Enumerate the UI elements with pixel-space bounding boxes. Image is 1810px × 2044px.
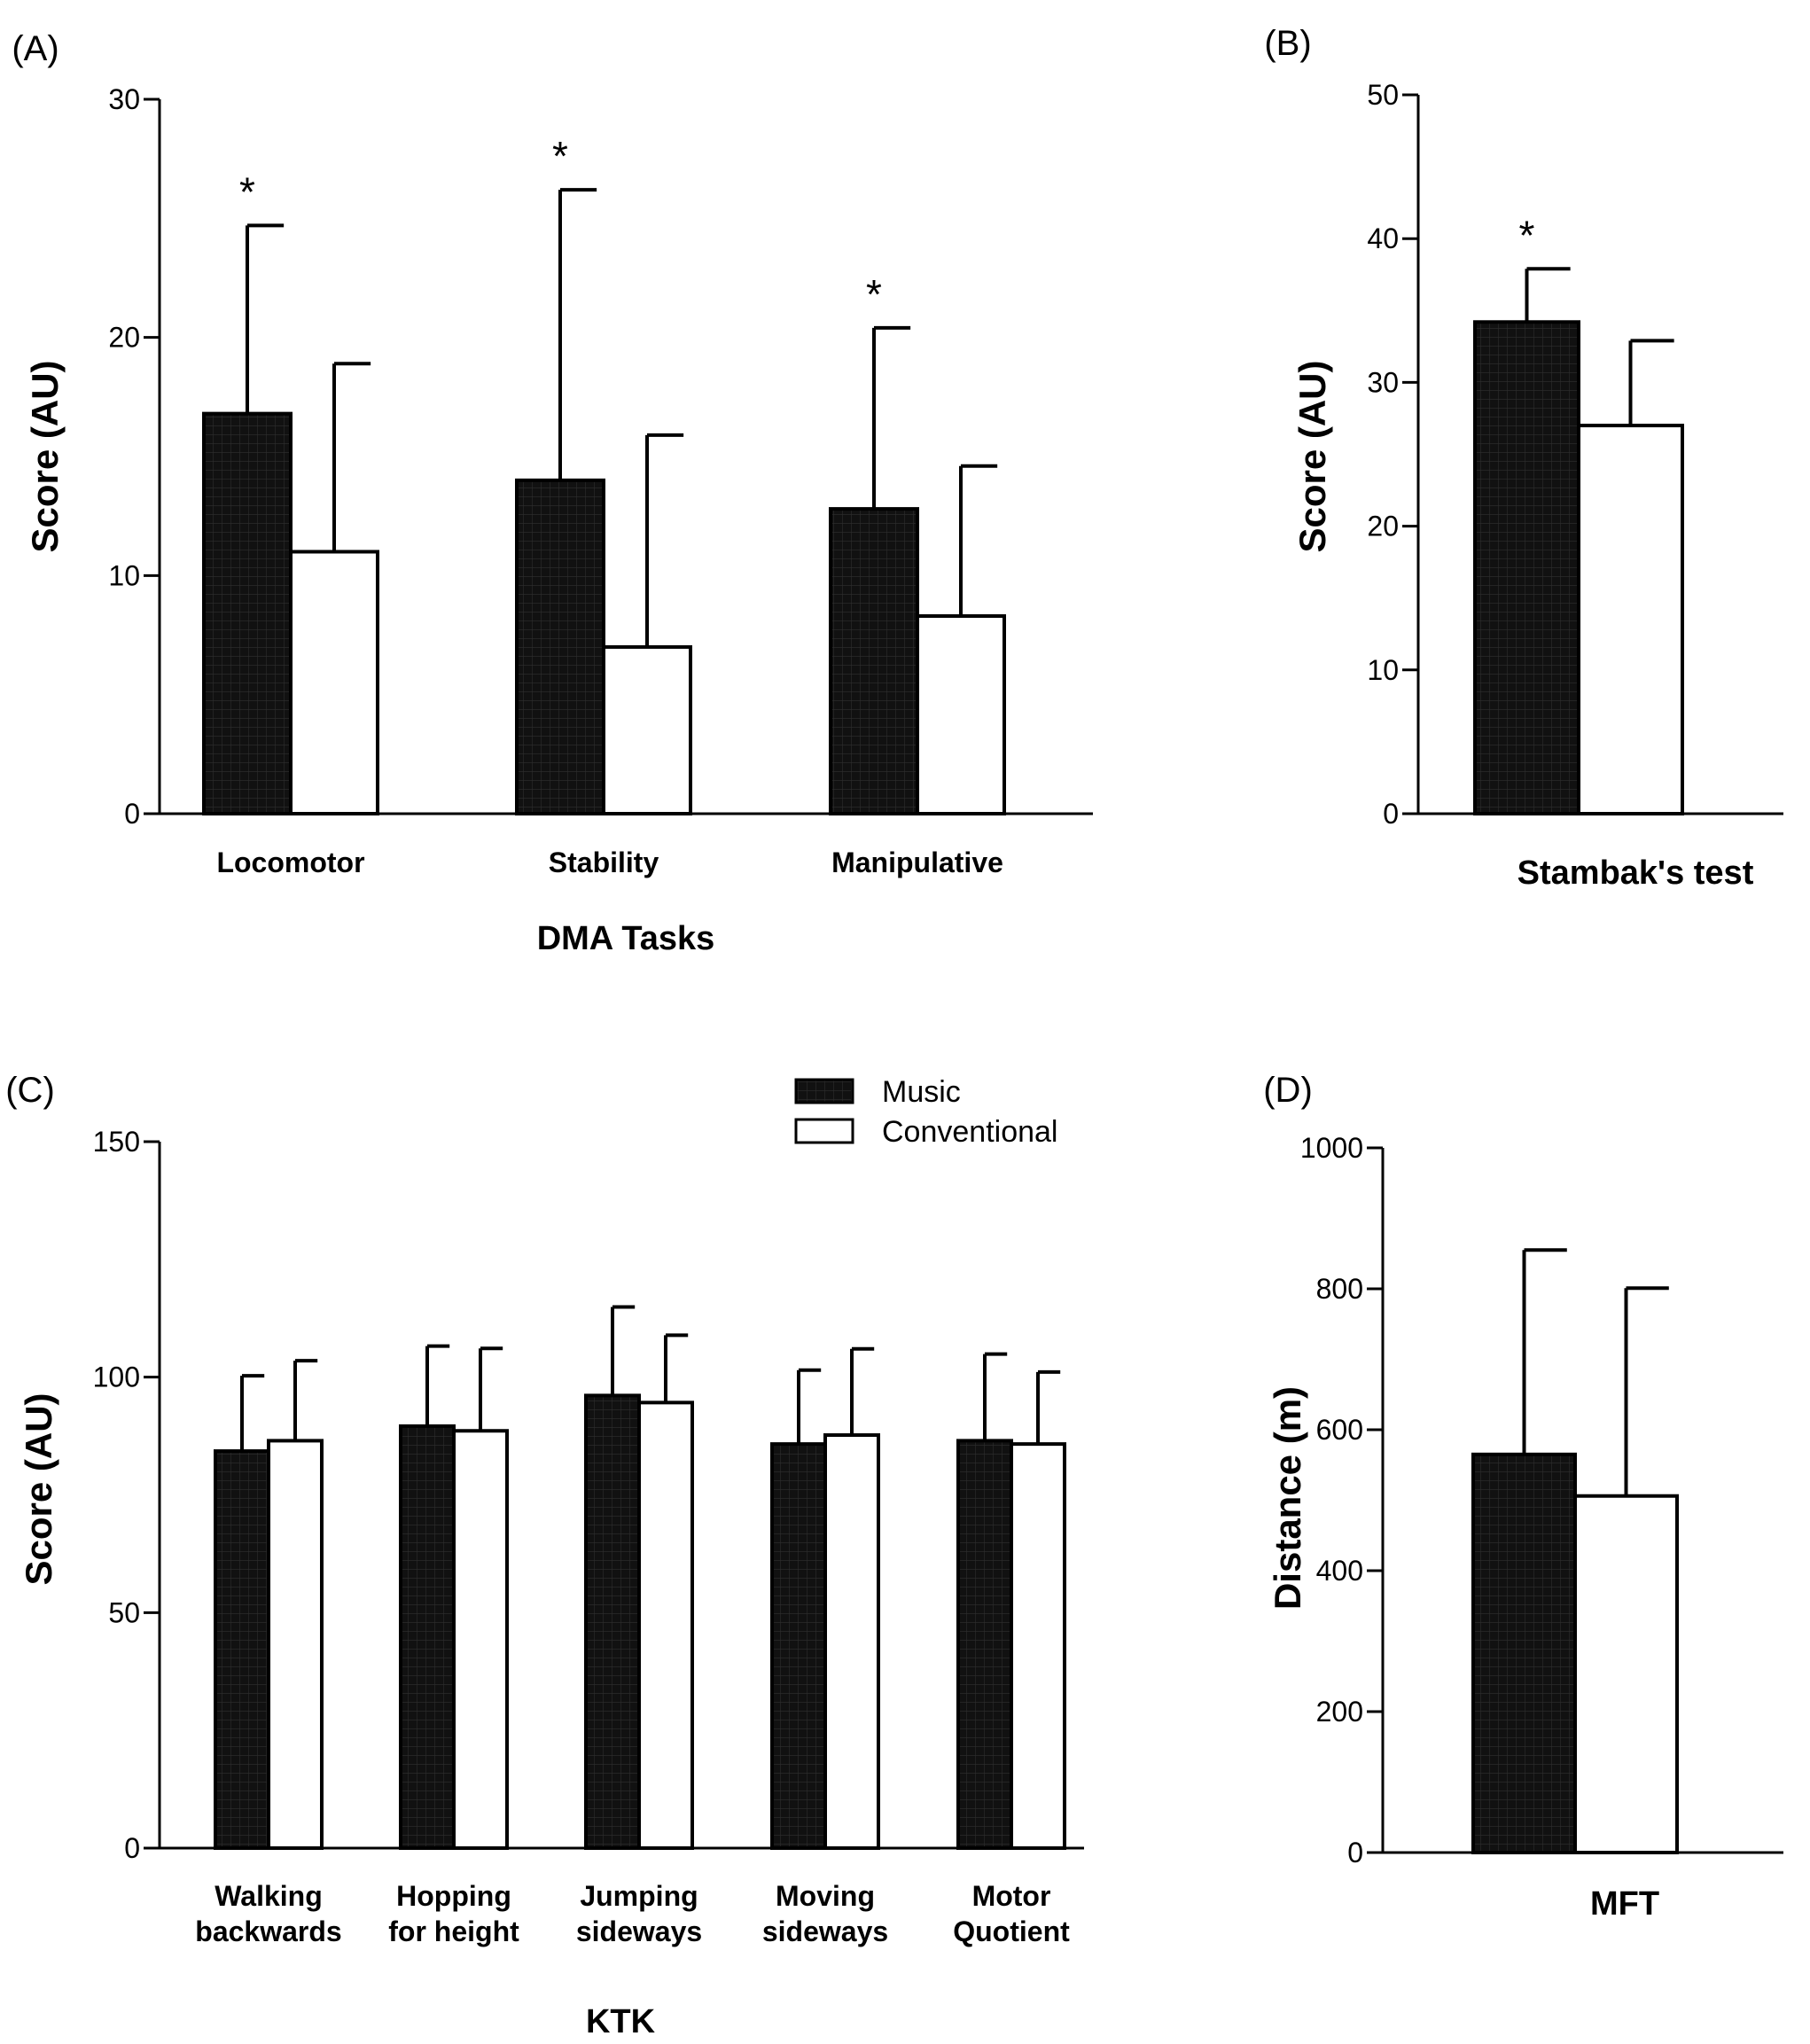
x-axis-title: MFT xyxy=(1590,1885,1659,1923)
significance-star: * xyxy=(239,168,255,215)
bar-conventional xyxy=(823,1433,880,1850)
legend: Music Conventional xyxy=(794,1075,1057,1149)
category-label: Locomotor xyxy=(216,846,364,878)
legend-label-conventional: Conventional xyxy=(882,1115,1057,1149)
category-label: backwards xyxy=(195,1915,341,1947)
y-tick-label: 150 xyxy=(93,1126,140,1158)
y-tick-label: 50 xyxy=(1367,79,1399,111)
panel-label: (B) xyxy=(1264,24,1311,63)
category-label: sideways xyxy=(576,1915,702,1947)
panel-label: (D) xyxy=(1263,1071,1313,1110)
y-tick-label: 40 xyxy=(1367,222,1399,254)
y-tick-label: 30 xyxy=(108,83,140,115)
legend-swatch-music xyxy=(794,1078,854,1104)
bar-conventional xyxy=(1010,1442,1066,1850)
category-label: sideways xyxy=(762,1915,888,1947)
bar-conventional xyxy=(1573,1494,1679,1854)
bar-music xyxy=(202,411,293,815)
y-tick-label: 20 xyxy=(1367,511,1399,542)
bar-music xyxy=(1473,320,1580,815)
bar-music xyxy=(584,1393,641,1850)
x-axis-title: KTK xyxy=(586,2003,656,2040)
bar-music xyxy=(770,1442,827,1850)
y-tick-label: 50 xyxy=(108,1596,140,1628)
y-tick-label: 0 xyxy=(1383,798,1399,830)
category-label: Moving xyxy=(776,1880,875,1912)
chart-panel-3: (C) 0 50 100 150 Score (AU) KTK Walkingbackward… xyxy=(5,1071,1084,2040)
x-axis-title: Stambak's test xyxy=(1517,854,1754,892)
y-tick-label: 10 xyxy=(1367,654,1399,686)
legend-swatch-conventional xyxy=(794,1118,854,1144)
panel-label: (C) xyxy=(5,1071,55,1110)
y-tick-label: 0 xyxy=(1347,1837,1363,1868)
category-label: Jumping xyxy=(580,1880,698,1912)
bar-music xyxy=(1471,1452,1577,1854)
category-label: Manipulative xyxy=(831,846,1003,878)
category-label: Motor xyxy=(972,1880,1051,1912)
y-tick-label: 1000 xyxy=(1300,1132,1363,1164)
legend-label-music: Music xyxy=(882,1075,961,1109)
bar-music xyxy=(829,507,919,816)
y-tick-label: 100 xyxy=(93,1361,140,1393)
bar-music xyxy=(515,478,605,815)
bar-conventional xyxy=(1577,424,1684,815)
y-axis-title: Distance (m) xyxy=(1267,1386,1308,1610)
category-label: Stability xyxy=(549,846,659,878)
y-tick-label: 600 xyxy=(1316,1414,1363,1446)
significance-star: * xyxy=(552,133,568,179)
category-label: Quotient xyxy=(953,1915,1070,1947)
chart-panel-2: (B) 0 10 20 30 40 50 Score (AU) Stambak's test * xyxy=(1264,24,1783,892)
y-axis-title: Score (AU) xyxy=(18,1393,59,1585)
category-label: for height xyxy=(388,1915,519,1947)
y-tick-label: 20 xyxy=(108,322,140,354)
bar-conventional xyxy=(602,644,692,816)
bar-music xyxy=(399,1424,456,1850)
y-tick-label: 200 xyxy=(1316,1696,1363,1728)
bar-conventional xyxy=(267,1439,324,1850)
y-tick-label: 400 xyxy=(1316,1555,1363,1587)
bar-music xyxy=(214,1449,270,1851)
y-axis-title: Score (AU) xyxy=(1291,360,1333,552)
category-label: Hopping xyxy=(396,1880,511,1912)
chart-panel-4: (D) 0 200 400 600 800 1000 Distance (m) MFT xyxy=(1263,1071,1783,1923)
panel-label: (A) xyxy=(12,29,59,68)
chart-panel-1: (A) 0 10 20 30 Score (AU) DMA Tasks * Locomotor *… xyxy=(12,29,1093,957)
bar-music xyxy=(956,1439,1013,1850)
bar-conventional xyxy=(289,550,379,815)
bar-conventional xyxy=(637,1400,694,1850)
significance-star: * xyxy=(1519,212,1535,258)
category-label: Walking xyxy=(215,1880,322,1912)
y-tick-label: 0 xyxy=(124,798,140,830)
panels: (A) 0 10 20 30 Score (AU) DMA Tasks * Locomotor *… xyxy=(5,24,1783,2040)
y-tick-label: 10 xyxy=(108,559,140,591)
y-axis-title: Score (AU) xyxy=(24,360,66,552)
x-axis-title: DMA Tasks xyxy=(537,920,715,957)
y-tick-label: 0 xyxy=(124,1832,140,1864)
y-tick-label: 30 xyxy=(1367,366,1399,398)
significance-star: * xyxy=(866,271,882,317)
bar-conventional xyxy=(452,1429,509,1850)
y-tick-label: 800 xyxy=(1316,1273,1363,1305)
bar-conventional xyxy=(916,614,1006,815)
